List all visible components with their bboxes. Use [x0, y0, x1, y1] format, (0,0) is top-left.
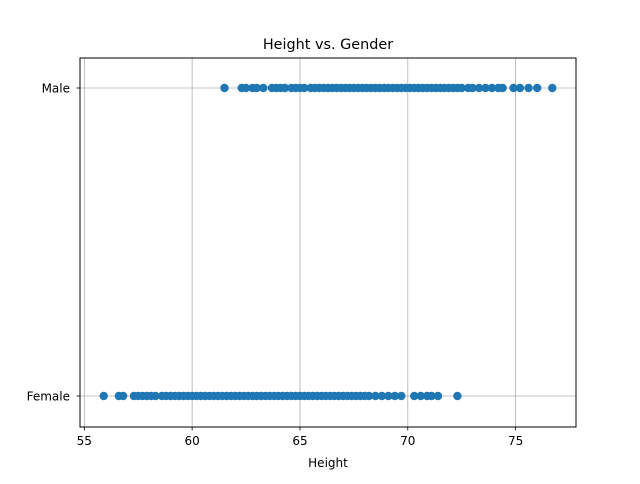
data-point: [509, 83, 518, 93]
data-point: [433, 391, 443, 401]
x-axis-ticks: 55 60 65 70 75: [77, 427, 523, 448]
data-point: [384, 391, 393, 401]
x-axis-label: Height: [308, 456, 348, 470]
data-point: [498, 83, 507, 93]
data-point: [468, 83, 477, 93]
data-point: [280, 83, 290, 93]
data-point: [364, 391, 374, 401]
data-point: [481, 83, 490, 93]
x-tick-label: 65: [292, 434, 307, 448]
data-point: [515, 83, 525, 93]
data-points: [99, 83, 557, 401]
data-point: [259, 83, 268, 93]
data-point: [241, 83, 251, 93]
data-point: [99, 391, 108, 401]
data-point: [532, 83, 542, 93]
data-point: [410, 391, 419, 401]
data-point: [300, 83, 309, 93]
y-tick-label: Female: [27, 390, 70, 404]
data-point: [252, 83, 262, 93]
data-point: [416, 391, 425, 401]
data-point: [427, 391, 436, 401]
data-point: [524, 83, 533, 93]
data-point: [453, 391, 462, 401]
data-point: [220, 83, 229, 93]
x-tick-label: 75: [508, 434, 523, 448]
data-point: [371, 391, 380, 401]
y-axis-ticks: Female Male: [27, 82, 80, 404]
x-tick-label: 55: [77, 434, 92, 448]
data-point: [474, 83, 484, 93]
data-point: [487, 83, 497, 93]
data-point: [390, 391, 400, 401]
data-point: [118, 391, 128, 401]
data-point: [397, 391, 406, 401]
plot-area-frame: [79, 57, 577, 428]
x-tick-label: 60: [184, 434, 199, 448]
chart-title: Height vs. Gender: [263, 37, 393, 53]
data-point: [457, 83, 466, 93]
y-tick-label: Male: [42, 82, 70, 96]
data-point: [377, 391, 387, 401]
x-tick-label: 70: [400, 434, 415, 448]
data-point: [151, 391, 160, 401]
data-point: [548, 83, 557, 93]
